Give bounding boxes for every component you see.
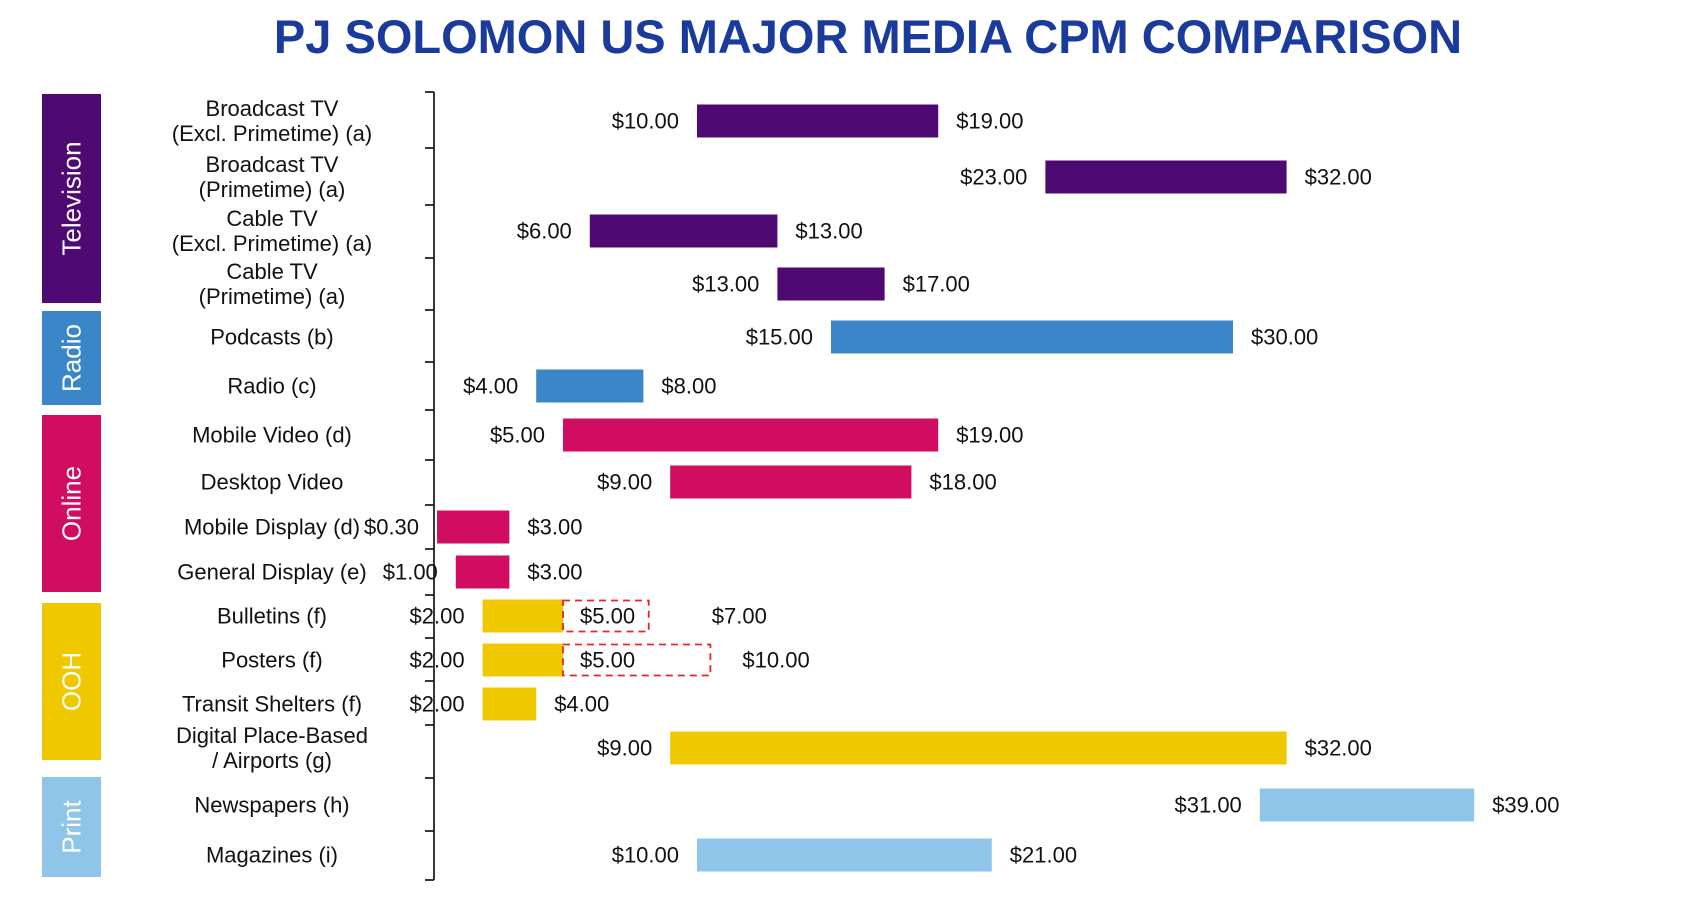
bar-transit-shelters-f bbox=[482, 687, 537, 721]
category-label-broadcast-tv-excl-primetime-a: Broadcast TV (Excl. Primetime) (a) bbox=[172, 96, 372, 146]
high-value-label-broadcast-tv-primetime-a: $32.00 bbox=[1305, 165, 1372, 190]
category-label-mobile-video-d: Mobile Video (d) bbox=[192, 423, 352, 448]
bar-podcasts-b bbox=[831, 320, 1233, 354]
group-tab-radio bbox=[42, 311, 101, 405]
high-value-label-mobile-display-d: $3.00 bbox=[527, 515, 582, 540]
category-label-radio-c: Radio (c) bbox=[227, 374, 316, 399]
bar-bulletins-f bbox=[482, 599, 563, 633]
category-label-newspapers-h: Newspapers (h) bbox=[194, 793, 349, 818]
low-value-label-desktop-video: $9.00 bbox=[597, 470, 652, 495]
dashed-extension-bulletins-f bbox=[562, 599, 650, 633]
high-value-label-cable-tv-primetime-a: $17.00 bbox=[903, 272, 970, 297]
category-label-desktop-video: Desktop Video bbox=[201, 470, 344, 495]
group-tab-television bbox=[42, 94, 101, 303]
low-value-label-mobile-video-d: $5.00 bbox=[490, 423, 545, 448]
group-label-online: Online bbox=[57, 466, 87, 541]
low-value-label-cable-tv-excl-primetime-a: $6.00 bbox=[517, 219, 572, 244]
category-label-general-display-e: General Display (e) bbox=[177, 560, 367, 585]
group-tab-ooh bbox=[42, 603, 101, 760]
category-labels: Broadcast TV (Excl. Primetime) (a) Broadca… bbox=[172, 96, 372, 868]
group-label-ooh: OOH bbox=[57, 652, 87, 711]
high-value-label-radio-c: $8.00 bbox=[661, 374, 716, 399]
low-value-label-broadcast-tv-primetime-a: $23.00 bbox=[960, 165, 1027, 190]
category-label-magazines-i: Magazines (i) bbox=[206, 843, 338, 868]
high-value-label-cable-tv-excl-primetime-a: $13.00 bbox=[795, 219, 862, 244]
high-value-label-posters-f: $10.00 bbox=[742, 648, 809, 673]
bar-posters-f bbox=[482, 643, 563, 677]
media-group-tabs: Television Radio Online OOH Print bbox=[42, 94, 101, 877]
bar-desktop-video bbox=[670, 465, 912, 499]
bar-broadcast-tv-excl-primetime-a bbox=[697, 104, 939, 138]
high-value-label-general-display-e: $3.00 bbox=[527, 560, 582, 585]
low-value-label-podcasts-b: $15.00 bbox=[746, 325, 813, 350]
low-value-label-bulletins-f: $2.00 bbox=[410, 604, 465, 629]
group-label-television: Television bbox=[57, 141, 87, 255]
bar-general-display-e bbox=[455, 555, 510, 589]
bar-digital-place-based-airports-g bbox=[670, 731, 1287, 765]
bar-cable-tv-primetime-a bbox=[777, 267, 885, 301]
bar-magazines-i bbox=[697, 838, 992, 872]
low-value-label-broadcast-tv-excl-primetime-a: $10.00 bbox=[612, 109, 679, 134]
category-label-podcasts-b: Podcasts (b) bbox=[210, 325, 334, 350]
group-label-radio: Radio bbox=[57, 324, 87, 392]
category-label-transit-shelters-f: Transit Shelters (f) bbox=[182, 692, 362, 717]
low-value-label-cable-tv-primetime-a: $13.00 bbox=[692, 272, 759, 297]
high-value-label-mobile-video-d: $19.00 bbox=[956, 423, 1023, 448]
mid-value-label-posters-f: $5.00 bbox=[580, 648, 635, 673]
high-value-label-newspapers-h: $39.00 bbox=[1492, 793, 1559, 818]
high-value-label-transit-shelters-f: $4.00 bbox=[554, 692, 609, 717]
low-value-label-radio-c: $4.00 bbox=[463, 374, 518, 399]
high-value-label-broadcast-tv-excl-primetime-a: $19.00 bbox=[956, 109, 1023, 134]
high-value-label-desktop-video: $18.00 bbox=[929, 470, 996, 495]
category-label-cable-tv-excl-primetime-a: Cable TV (Excl. Primetime) (a) bbox=[172, 206, 372, 256]
dashed-extension-posters-f bbox=[562, 643, 712, 677]
low-value-label-newspapers-h: $31.00 bbox=[1175, 793, 1242, 818]
category-label-digital-place-based-airports-g: Digital Place-Based / Airports (g) bbox=[176, 723, 368, 773]
chart-title: PJ SOLOMON US MAJOR MEDIA CPM COMPARISON bbox=[274, 10, 1462, 63]
category-label-bulletins-f: Bulletins (f) bbox=[217, 604, 327, 629]
low-value-label-posters-f: $2.00 bbox=[410, 648, 465, 673]
high-value-label-digital-place-based-airports-g: $32.00 bbox=[1305, 736, 1372, 761]
range-bars bbox=[437, 104, 1475, 872]
bar-mobile-display-d bbox=[437, 510, 510, 544]
bar-broadcast-tv-primetime-a bbox=[1045, 160, 1287, 194]
bar-cable-tv-excl-primetime-a bbox=[589, 214, 778, 248]
group-tab-online bbox=[42, 415, 101, 592]
high-value-label-magazines-i: $21.00 bbox=[1010, 843, 1077, 868]
value-labels: $10.00 $19.00 $23.00 $32.00 $6.00 $13.00 $13.0… bbox=[364, 109, 1560, 868]
low-value-label-transit-shelters-f: $2.00 bbox=[410, 692, 465, 717]
mid-value-label-bulletins-f: $5.00 bbox=[580, 604, 635, 629]
bar-mobile-video-d bbox=[563, 418, 939, 452]
low-value-label-digital-place-based-airports-g: $9.00 bbox=[597, 736, 652, 761]
low-value-label-general-display-e: $1.00 bbox=[383, 560, 438, 585]
low-value-label-magazines-i: $10.00 bbox=[612, 843, 679, 868]
bar-newspapers-h bbox=[1259, 788, 1475, 822]
bar-radio-c bbox=[536, 369, 644, 403]
high-value-label-podcasts-b: $30.00 bbox=[1251, 325, 1318, 350]
category-label-posters-f: Posters (f) bbox=[221, 648, 322, 673]
low-value-label-mobile-display-d: $0.30 bbox=[364, 515, 419, 540]
category-label-broadcast-tv-primetime-a: Broadcast TV (Primetime) (a) bbox=[199, 152, 346, 202]
category-label-mobile-display-d: Mobile Display (d) bbox=[184, 515, 360, 540]
group-tab-print bbox=[42, 777, 101, 877]
category-label-cable-tv-primetime-a: Cable TV (Primetime) (a) bbox=[199, 259, 346, 309]
high-value-label-bulletins-f: $7.00 bbox=[712, 604, 767, 629]
group-label-print: Print bbox=[57, 799, 87, 853]
category-axis bbox=[425, 91, 435, 881]
